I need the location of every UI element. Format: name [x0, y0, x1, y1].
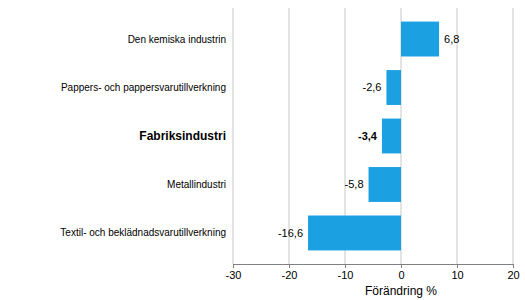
- tick: -30: [226, 264, 242, 281]
- bar: [382, 119, 401, 154]
- axis-line: [234, 265, 514, 269]
- data-label: 6,8: [444, 33, 459, 45]
- data-label: -5,8: [345, 178, 364, 190]
- tick-label: -30: [226, 269, 242, 281]
- grid-line: [233, 8, 234, 264]
- tick: -20: [282, 264, 298, 281]
- chart: 6,8 -2,6 -3,4 -5,8 -16,6 Den kemiska industri…: [0, 0, 525, 300]
- bar: [369, 167, 401, 202]
- x-axis: -30 -20 -10 0 10 20: [226, 264, 520, 281]
- tick: 10: [451, 264, 463, 281]
- category-label: Den kemiska industrin: [128, 34, 226, 45]
- tick: -10: [338, 264, 354, 281]
- data-label: -3,4: [358, 130, 378, 142]
- tick-label: 20: [507, 269, 519, 281]
- grid-line: [289, 8, 290, 264]
- data-labels: 6,8 -2,6 -3,4 -5,8 -16,6: [278, 33, 459, 239]
- category-label: Metallindustri: [167, 179, 226, 190]
- data-label: -2,6: [362, 81, 381, 93]
- tick-label: 10: [451, 269, 463, 281]
- grid-line: [513, 8, 514, 264]
- tick-mark: [457, 264, 458, 268]
- tick: 20: [507, 264, 519, 281]
- bar: [386, 70, 401, 105]
- bar: [401, 22, 439, 57]
- tick-label: 0: [398, 269, 404, 281]
- grid: [233, 8, 513, 264]
- grid-line: [457, 8, 458, 264]
- tick-label: -10: [338, 269, 354, 281]
- tick-label: -20: [282, 269, 298, 281]
- category-label: Fabriksindustri: [139, 129, 226, 143]
- tick-mark: [513, 264, 514, 268]
- tick-mark: [345, 264, 346, 268]
- bar: [308, 216, 401, 251]
- data-label: -16,6: [278, 227, 303, 239]
- tick: 0: [398, 264, 404, 281]
- tick-mark: [401, 264, 402, 268]
- category-label: Pappers- och pappersvarutillverkning: [61, 82, 226, 93]
- tick-mark: [233, 264, 234, 268]
- bars: [308, 22, 439, 251]
- tick-mark: [289, 264, 290, 268]
- category-label: Textil- och beklädnadsvarutillverkning: [60, 227, 226, 238]
- axis-title: Förändring %: [365, 284, 437, 298]
- category-labels: Den kemiska industrin Pappers- och papper…: [60, 34, 226, 239]
